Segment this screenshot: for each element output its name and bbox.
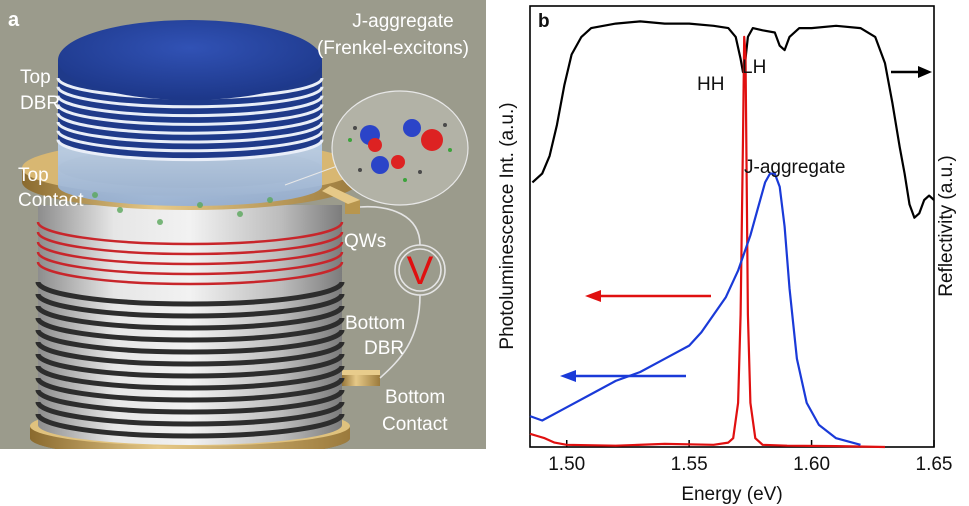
arrow-left-blue	[560, 370, 686, 382]
bottom-dbr-stripe	[35, 353, 345, 379]
panel-b-letter: b	[538, 11, 550, 32]
bottom-dbr-stripe	[35, 293, 345, 319]
top-dbr-stripe	[56, 121, 324, 144]
device-schematic: a	[0, 0, 486, 449]
molecule-inset	[284, 90, 469, 206]
top-dbr-stack	[56, 20, 324, 162]
annotation-j-aggregate: J-aggregate	[744, 157, 845, 178]
arrow-left-red	[585, 290, 711, 302]
top-dbr-stripe	[56, 104, 324, 126]
y-axis-label-right: Reflectivity (a.u.)	[936, 155, 957, 296]
bottom-dbr-stripe	[35, 317, 345, 343]
pl-j-aggregate-curve	[529, 172, 861, 446]
voltage-circuit	[359, 205, 446, 379]
label-top-contact-1: Top	[18, 165, 49, 186]
bottom-dbr-stack	[35, 205, 345, 445]
x-tick-label: 1.60	[793, 454, 830, 475]
x-tick-label: 1.50	[548, 454, 585, 475]
y-axis-label-left: Photoluminescence Int. (a.u.)	[497, 102, 518, 349]
top-dbr-stripe	[56, 112, 324, 135]
qw-stripe	[36, 261, 344, 286]
x-tick-label: 1.65	[916, 454, 953, 475]
panel-a-letter: a	[8, 9, 20, 31]
plot-frame	[529, 5, 935, 448]
annotation-lh: LH	[742, 57, 766, 78]
top-dbr-stripe	[56, 139, 324, 162]
qw-stripe	[36, 231, 344, 256]
spectra-chart: b 1.50 1.55 1.60 1.65 HH LH J-aggregate Ene…	[497, 5, 957, 505]
label-bottom-dbr-2: DBR	[364, 338, 404, 359]
bottom-dbr-stripe	[35, 365, 345, 391]
label-top-dbr-1: Top	[20, 67, 51, 88]
top-dbr-stripe	[56, 130, 324, 153]
qw-stripe	[36, 251, 344, 276]
x-axis-ticks: 1.50 1.55 1.60 1.65	[548, 440, 952, 475]
top-dbr-stripe	[56, 95, 324, 118]
label-top-contact-2: Contact	[18, 190, 84, 211]
pl-qw-curve	[529, 35, 886, 449]
label-bottom-dbr-1: Bottom	[345, 313, 405, 334]
bottom-dbr-stripe	[35, 329, 345, 355]
label-qws: QWs	[344, 231, 386, 252]
bottom-dbr-stripe	[35, 305, 345, 331]
label-j-aggregate-2: (Frenkel-excitons)	[317, 38, 469, 59]
bottom-dbr-stripe	[35, 377, 345, 403]
voltage-symbol: V	[407, 249, 434, 293]
label-top-dbr-2: DBR	[20, 93, 60, 114]
x-axis-label: Energy (eV)	[681, 484, 782, 505]
arrow-right-reflectivity	[891, 66, 932, 78]
bottom-dbr-stripe	[35, 341, 345, 367]
x-tick-label: 1.55	[671, 454, 708, 475]
annotation-hh: HH	[697, 74, 724, 95]
bottom-dbr-stripe	[35, 281, 345, 307]
reflectivity-curve	[531, 20, 935, 219]
bottom-dbr-stripe	[35, 413, 345, 439]
bottom-dbr-stripe	[35, 389, 345, 415]
label-bottom-contact-2: Contact	[382, 414, 448, 435]
qw-stripe	[36, 241, 344, 266]
label-bottom-contact-1: Bottom	[385, 387, 445, 408]
top-dbr-stripe	[56, 86, 324, 109]
series-layer	[529, 20, 935, 449]
label-j-aggregate-1: J-aggregate	[352, 11, 453, 32]
bottom-dbr-stripe	[35, 401, 345, 427]
qw-stripe	[36, 221, 344, 246]
